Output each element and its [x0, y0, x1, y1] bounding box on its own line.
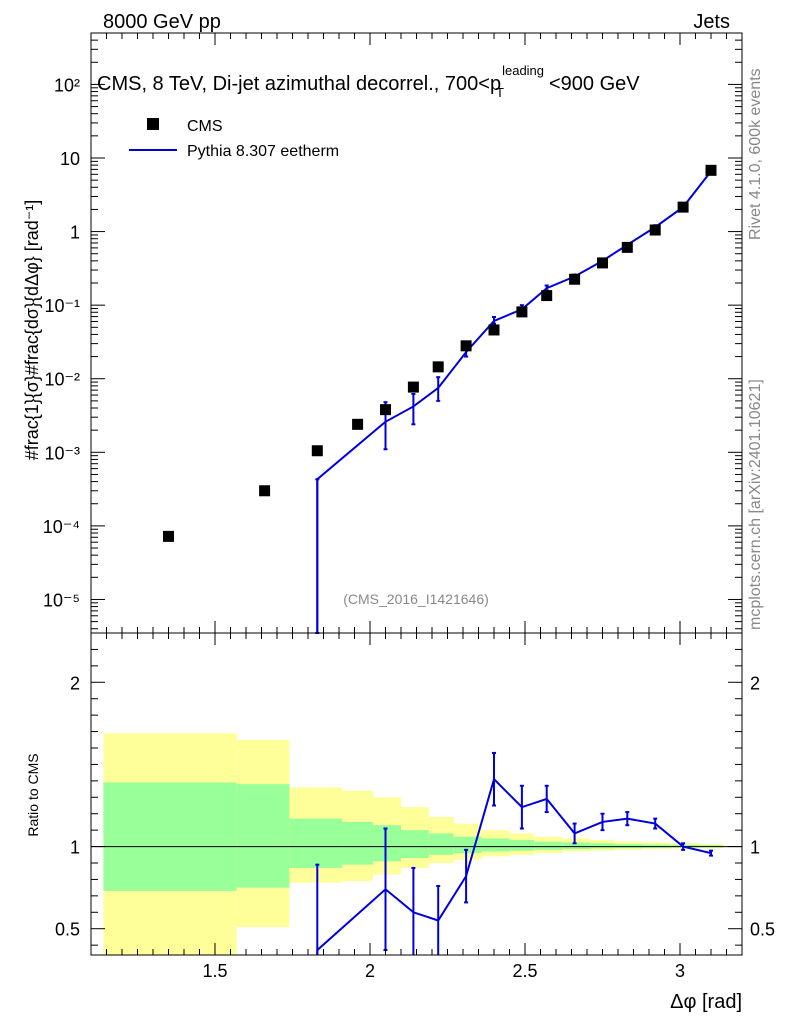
legend-label-pythia: Pythia 8.307 eetherm: [187, 143, 339, 160]
main-y-tick-label: 10²: [54, 75, 80, 95]
analysis-watermark: (CMS_2016_I1421646): [343, 591, 489, 607]
main-y-tick-label: 10⁻⁴: [43, 517, 80, 537]
cms-data-point: [163, 530, 174, 542]
axes: 1.5 2 2.5 3 10⁻⁵ 10⁻⁴ 10⁻³ 10⁻² 10⁻¹ 1 10 10² 0.5 0.5…: [43, 32, 775, 981]
ratio-y-tick-label: 1: [70, 838, 80, 858]
y-axis-label-ratio: Ratio to CMS: [25, 753, 41, 836]
x-tick-label: 1.5: [202, 961, 227, 981]
pythia-line: [316, 170, 712, 633]
green-band-segment: [401, 830, 429, 859]
header-right: Jets: [693, 11, 730, 33]
ratio-y-tick-label: 0.5: [55, 920, 80, 940]
main-y-tick-label: 10⁻⁵: [43, 590, 80, 610]
rivet-info: Rivet 4.1.0, 600k events: [747, 68, 764, 240]
legend-marker-cms: [147, 118, 159, 130]
cms-data-point: [259, 485, 271, 497]
main-y-tick-label: 10⁻³: [44, 443, 80, 463]
x-axis-label: Δφ [rad]: [670, 991, 742, 1013]
main-panel-marks: [163, 164, 717, 634]
ratio-panel-marks: [91, 751, 742, 955]
cms-data-point: [541, 290, 553, 302]
cms-data-point: [432, 361, 444, 373]
cms-data-point: [569, 273, 581, 285]
cms-data-point: [597, 257, 608, 269]
ratio-y-tick-label-right: 0.5: [750, 920, 775, 940]
green-band-segment: [562, 842, 591, 850]
cms-data-point: [460, 340, 472, 352]
header-left: 8000 GeV pp: [103, 11, 221, 33]
cms-data-point: [311, 445, 323, 457]
cms-data-point: [488, 324, 500, 336]
cms-data-point: [649, 224, 661, 236]
green-band-segment: [428, 833, 454, 855]
green-band-segment: [342, 821, 374, 865]
ratio-y-tick-label: 2: [70, 673, 80, 693]
green-band-segment: [236, 784, 290, 888]
green-band-segment: [481, 838, 510, 852]
plot-title: CMS, 8 TeV, Di-jet azimuthal decorrel., …: [97, 63, 640, 100]
y-axis-label-main: #frac{1}{σ}#frac{dσ}{dΔφ} [rad⁻¹]: [22, 200, 42, 461]
ratio-panel-frame: [90, 632, 743, 956]
main-y-tick-label: 10⁻¹: [44, 296, 80, 316]
x-tick-label: 2: [365, 961, 375, 981]
x-tick-label: 2.5: [512, 961, 537, 981]
ratio-y-tick-label-right: 2: [750, 673, 760, 693]
main-y-tick-label: 1: [70, 223, 80, 243]
green-band-segment: [534, 841, 563, 850]
green-band-segment: [590, 843, 615, 849]
cms-data-point: [705, 164, 717, 176]
cms-data-point: [516, 306, 528, 318]
cms-data-point: [677, 201, 689, 213]
mcplots-info: mcplots.cern.ch [arXiv:2401.10621]: [747, 379, 764, 630]
cms-data-point: [380, 404, 391, 416]
green-band-segment: [289, 818, 343, 868]
legend-label-cms: CMS: [187, 118, 223, 135]
green-band-segment: [373, 825, 401, 862]
green-band-segment: [103, 782, 237, 891]
main-y-tick-label: 10⁻²: [44, 370, 80, 390]
main-y-tick-label: 10: [60, 149, 80, 169]
x-tick-label: 3: [675, 961, 685, 981]
cms-data-point: [621, 241, 633, 253]
cms-data-point: [407, 381, 419, 393]
ratio-uncertainty-bands: [103, 733, 724, 955]
cms-data-point: [352, 418, 364, 430]
green-band-segment: [509, 840, 535, 851]
ratio-y-tick-label-right: 1: [750, 838, 760, 858]
